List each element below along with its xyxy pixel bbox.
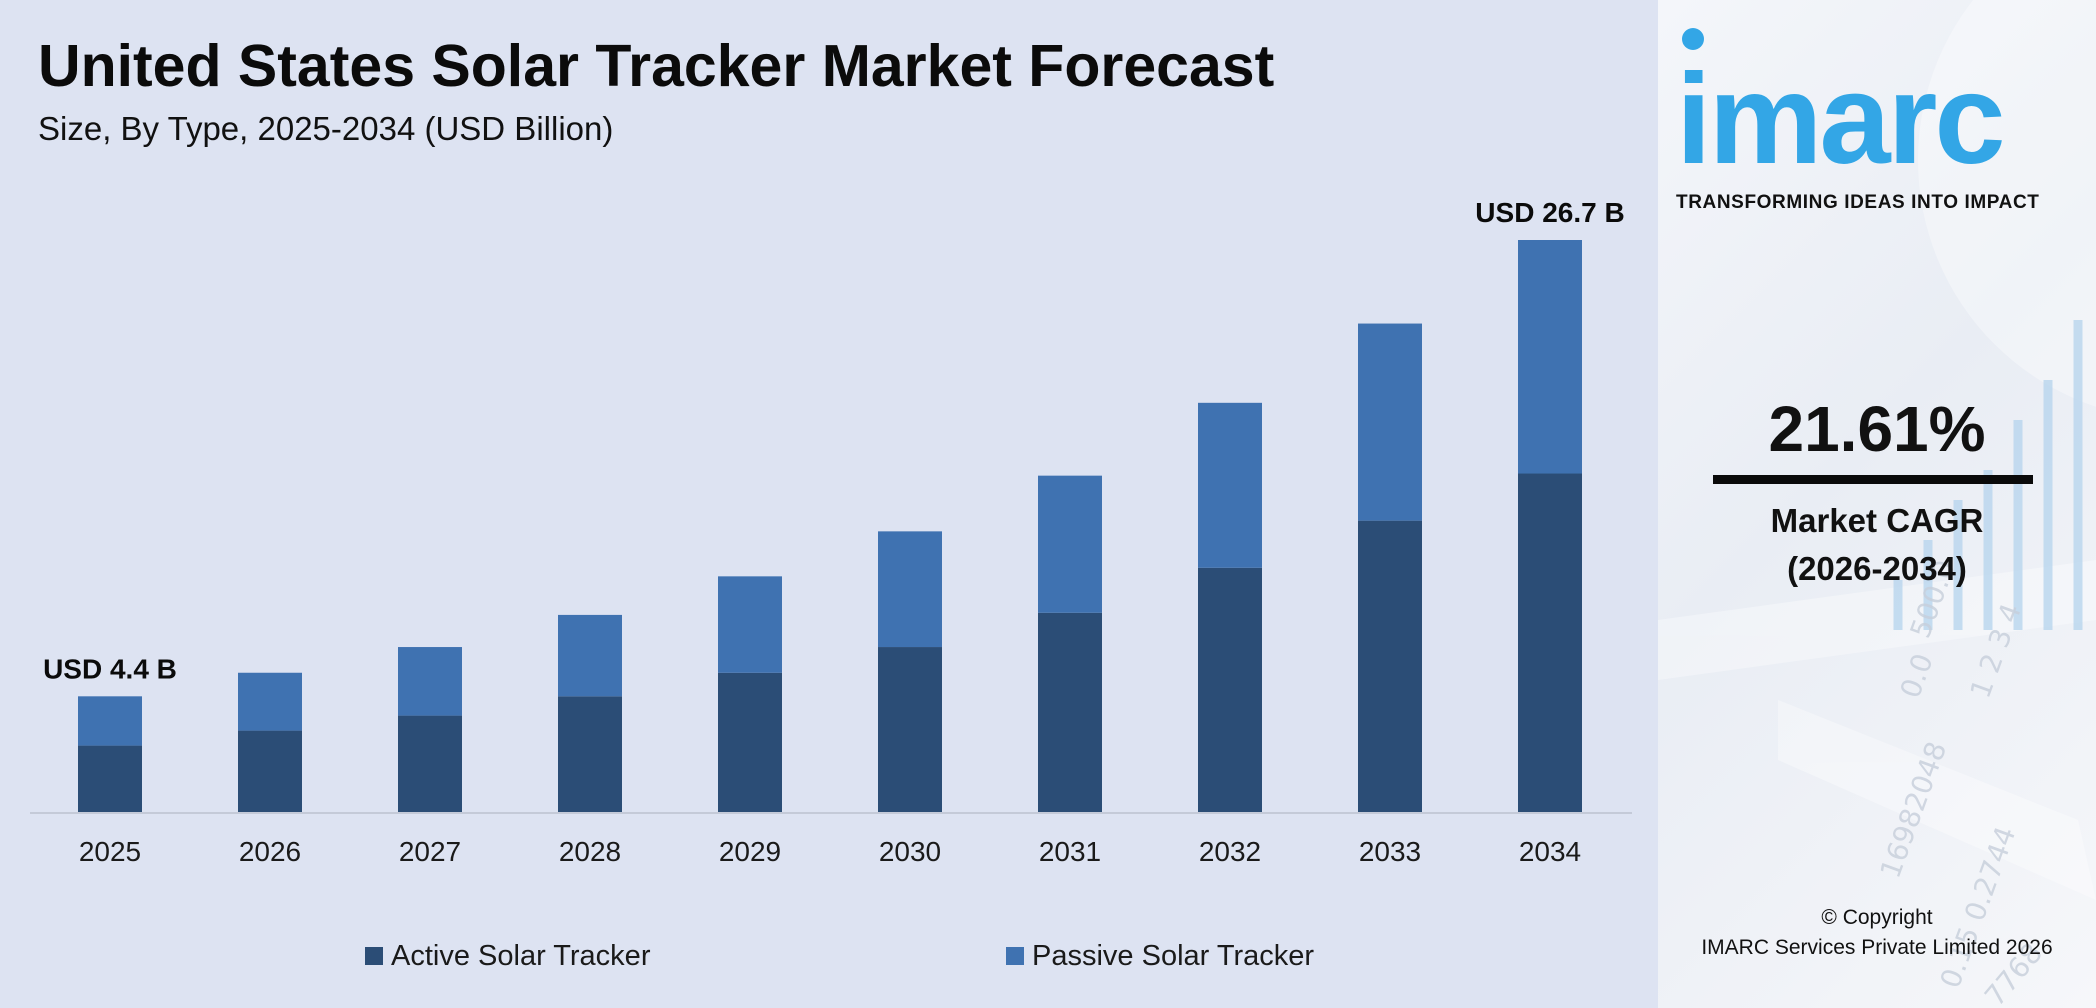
bar-passive-2028 xyxy=(558,614,622,697)
legend-item-passive: Passive Solar Tracker xyxy=(1006,936,1314,976)
x-tick-label: 2028 xyxy=(559,836,621,867)
background-graph-decoration: 0.0 500.0 1 2 3 4 16982048 0.15 0.2744 7… xyxy=(1658,0,2096,1008)
x-tick-label: 2033 xyxy=(1359,836,1421,867)
x-tick-label: 2030 xyxy=(879,836,941,867)
cagr-value: 21.61% xyxy=(1768,393,1986,465)
chart-panel: United States Solar Tracker Market Forec… xyxy=(0,0,1658,1008)
bar-passive-2027 xyxy=(398,647,462,716)
bar-active-2030 xyxy=(878,647,942,812)
svg-text:0.0: 0.0 xyxy=(1894,649,1940,702)
bar-passive-2031 xyxy=(1038,475,1102,613)
logo-tagline: TRANSFORMING IDEAS INTO IMPACT xyxy=(1676,192,2040,213)
data-label-2034: USD 26.7 B xyxy=(1475,197,1624,228)
data-label-2025: USD 4.4 B xyxy=(43,653,177,684)
bar-passive-2029 xyxy=(718,576,782,673)
x-tick-label: 2032 xyxy=(1199,836,1261,867)
bar-active-2033 xyxy=(1358,520,1422,812)
bar-passive-2034 xyxy=(1518,240,1582,474)
chart-title: United States Solar Tracker Market Forec… xyxy=(38,33,1275,99)
sidebar-panel: 0.0 500.0 1 2 3 4 16982048 0.15 0.2744 7… xyxy=(1658,0,2096,1008)
bar-passive-2026 xyxy=(238,672,302,731)
bar-active-2026 xyxy=(238,730,302,812)
cagr-period: (2026-2034) xyxy=(1787,550,1967,587)
bar-active-2031 xyxy=(1038,612,1102,812)
bar-active-2028 xyxy=(558,696,622,812)
bar-passive-2030 xyxy=(878,531,942,648)
legend-item-active: Active Solar Tracker xyxy=(365,936,650,976)
bar-chart: 2025 2026 2027 2028 2029 2030 2031 2032 2033 2034… xyxy=(30,197,1632,867)
logo-wordmark: imarc xyxy=(1676,48,2006,191)
x-tick-label: 2027 xyxy=(399,836,461,867)
legend-swatch-passive xyxy=(1006,947,1024,965)
legend-swatch-active xyxy=(365,947,383,965)
bar-active-2034 xyxy=(1518,473,1582,812)
cagr-label: Market CAGR xyxy=(1770,502,1984,539)
x-tick-label: 2025 xyxy=(79,836,141,867)
copyright-holder: IMARC Services Private Limited 2026 xyxy=(1701,936,2053,959)
cagr-divider xyxy=(1713,475,2033,484)
bar-active-2029 xyxy=(718,672,782,812)
legend-label-active: Active Solar Tracker xyxy=(391,939,651,972)
bar-active-2027 xyxy=(398,715,462,812)
x-tick-label: 2026 xyxy=(239,836,301,867)
bar-passive-2033 xyxy=(1358,323,1422,521)
bar-active-2025 xyxy=(78,745,142,812)
x-tick-label: 2034 xyxy=(1519,836,1581,867)
bar-passive-2032 xyxy=(1198,402,1262,568)
copyright-symbol-text: © Copyright xyxy=(1821,906,1933,929)
x-tick-label: 2029 xyxy=(719,836,781,867)
bar-passive-2025 xyxy=(78,696,142,746)
bar-active-2032 xyxy=(1198,567,1262,812)
x-tick-label: 2031 xyxy=(1039,836,1101,867)
imarc-logo: imarc TRANSFORMING IDEAS INTO IMPACT xyxy=(1676,48,2086,214)
logo-dot xyxy=(1682,28,1704,50)
chart-subtitle: Size, By Type, 2025-2034 (USD Billion) xyxy=(38,110,614,147)
legend-label-passive: Passive Solar Tracker xyxy=(1032,939,1315,972)
